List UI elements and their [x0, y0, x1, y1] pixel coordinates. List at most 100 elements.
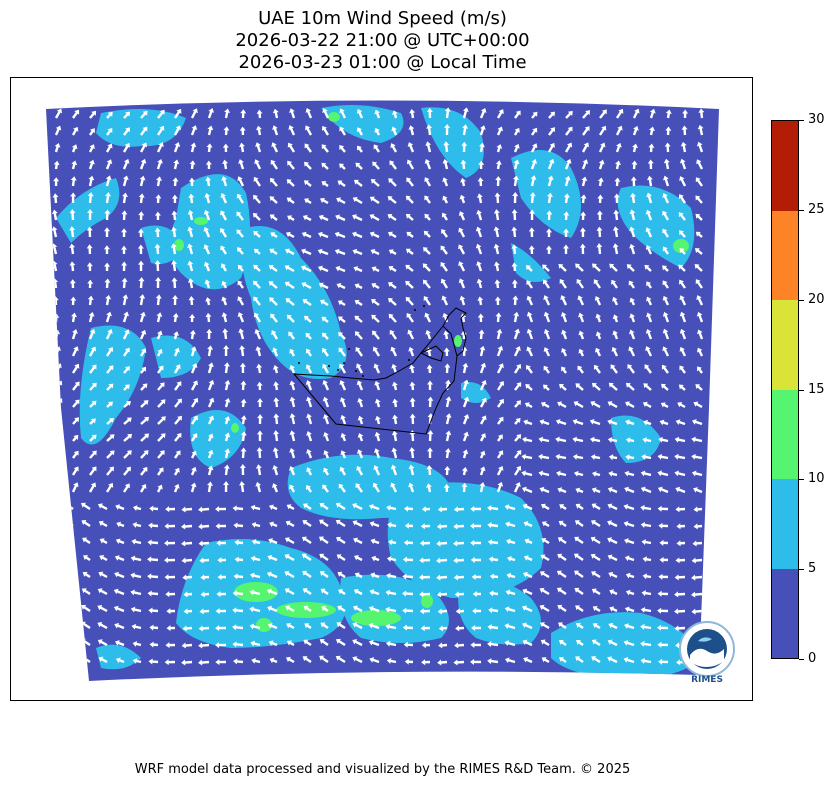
wind-arrow — [172, 177, 179, 187]
wind-arrow — [305, 396, 313, 408]
wind-arrow — [479, 433, 487, 442]
wind-arrow — [198, 625, 210, 632]
wind-arrow — [181, 642, 193, 649]
wind-arrow — [319, 553, 329, 561]
wind-region — [231, 423, 239, 433]
wind-arrow — [139, 142, 148, 153]
wind-arrow — [695, 279, 703, 289]
wind-arrow — [679, 346, 687, 357]
wind-arrow — [86, 262, 93, 272]
wind-arrow — [543, 365, 550, 374]
wind-arrow — [572, 453, 584, 460]
wind-arrow — [675, 419, 686, 426]
wind-arrow — [444, 363, 451, 374]
wind-arrow — [55, 433, 62, 442]
wind-arrow — [659, 539, 669, 546]
wind-arrow — [156, 125, 165, 136]
wind-arrow — [559, 504, 567, 510]
wind-arrow — [419, 574, 431, 581]
wind-region — [96, 644, 141, 670]
wind-arrow — [523, 419, 533, 426]
wind-arrow — [420, 523, 431, 530]
wind-arrow — [305, 380, 313, 391]
wind-arrow — [154, 260, 161, 272]
wind-arrow — [624, 470, 635, 477]
wind-arrow — [479, 380, 487, 391]
wind-arrow — [256, 398, 263, 408]
wind-arrow — [237, 176, 245, 187]
wind-arrow — [339, 145, 346, 153]
wind-arrow — [455, 608, 465, 615]
wind-arrow — [405, 264, 414, 272]
wind-arrow — [598, 125, 607, 136]
wind-arrow — [249, 589, 261, 596]
wind-arrow — [123, 127, 130, 136]
wind-arrow — [322, 396, 330, 408]
wind-arrow — [207, 108, 215, 119]
wind-region — [461, 382, 491, 403]
wind-arrow — [528, 227, 535, 238]
wind-arrow — [693, 487, 703, 494]
wind-arrow — [691, 470, 703, 477]
wind-arrow — [105, 482, 114, 493]
wind-arrow — [105, 294, 112, 306]
wind-arrow — [222, 328, 229, 340]
wind-arrow — [157, 399, 166, 408]
wind-arrow — [522, 588, 533, 596]
wind-arrow — [321, 125, 330, 136]
wind-arrow — [233, 522, 244, 529]
wind-arrow — [356, 108, 364, 119]
wind-arrow — [678, 194, 687, 204]
wind-arrow — [540, 554, 550, 562]
wind-arrow — [104, 262, 111, 272]
wind-arrow — [575, 639, 584, 646]
wind-arrow — [487, 624, 499, 631]
wind-arrow — [662, 280, 669, 289]
wind-speed-map — [46, 100, 719, 681]
wind-arrow — [581, 176, 588, 187]
wind-arrow — [462, 107, 469, 119]
wind-arrow — [442, 195, 449, 204]
wind-arrow — [607, 537, 618, 545]
wind-arrow — [371, 266, 380, 273]
wind-arrow — [591, 656, 601, 664]
wind-arrow — [371, 314, 380, 323]
wind-arrow — [403, 641, 414, 648]
wind-arrow — [122, 483, 130, 493]
wind-arrow — [547, 158, 555, 170]
wind-arrow — [458, 211, 466, 221]
wind-arrow — [644, 264, 652, 272]
wind-arrow — [607, 520, 618, 528]
wind-arrow — [514, 450, 522, 459]
wind-arrow — [288, 331, 295, 340]
wind-arrow — [148, 658, 159, 665]
wind-arrow — [425, 329, 432, 340]
colorbar — [771, 120, 799, 659]
wind-arrow — [422, 279, 431, 289]
wind-arrow — [253, 248, 261, 255]
wind-arrow — [423, 247, 431, 255]
wind-arrow — [272, 125, 279, 136]
wind-arrow — [338, 483, 346, 493]
wind-arrow — [695, 177, 703, 187]
wind-arrow — [369, 231, 380, 239]
wind-arrow — [391, 381, 398, 391]
wind-arrow — [559, 383, 567, 391]
wind-arrow — [122, 347, 130, 357]
wind-arrow — [623, 521, 635, 528]
wind-arrow — [188, 177, 195, 187]
wind-arrow — [198, 659, 210, 666]
wind-arrow — [104, 209, 111, 221]
wind-arrow — [369, 214, 380, 222]
wind-arrow — [627, 364, 635, 374]
wind-arrow — [113, 588, 125, 596]
wind-arrow — [409, 397, 416, 408]
wind-arrow — [476, 278, 483, 289]
wind-arrow — [470, 556, 482, 563]
wind-arrow — [323, 414, 330, 425]
wind-arrow — [607, 436, 618, 443]
wind-arrow — [164, 557, 176, 564]
wind-arrow — [479, 466, 486, 476]
wind-arrow — [355, 162, 363, 170]
wind-arrow — [522, 639, 533, 647]
